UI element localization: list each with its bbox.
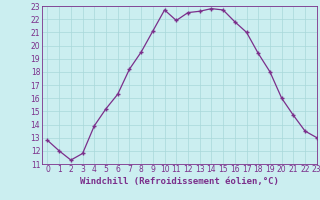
X-axis label: Windchill (Refroidissement éolien,°C): Windchill (Refroidissement éolien,°C) <box>80 177 279 186</box>
